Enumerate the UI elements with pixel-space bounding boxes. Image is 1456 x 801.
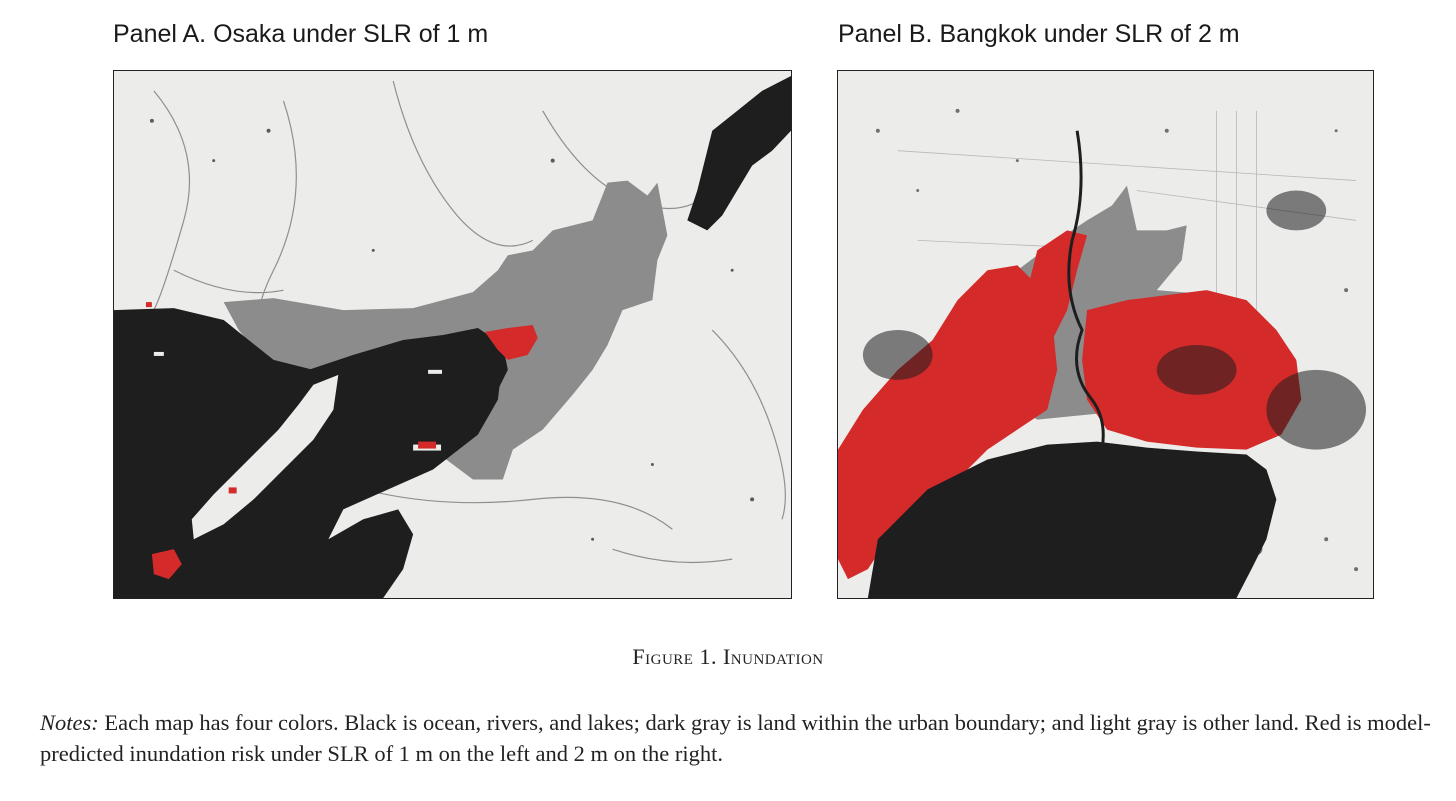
- panel-b-title: Panel B. Bangkok under SLR of 2 m: [838, 20, 1240, 48]
- bangkok-gulf-water: [867, 441, 1277, 598]
- osaka-map: [113, 70, 792, 599]
- notes-lead: Notes:: [40, 710, 99, 735]
- bangkok-inundation-west: [838, 265, 1058, 580]
- osaka-lake: [687, 75, 791, 231]
- bangkok-map-canvas: [838, 71, 1373, 598]
- osaka-inundation: [145, 302, 538, 580]
- osaka-urban-area: [223, 180, 668, 480]
- bangkok-map: [837, 70, 1374, 599]
- bangkok-river: [1067, 130, 1105, 450]
- figure-notes: Notes: Each map has four colors. Black i…: [40, 707, 1450, 769]
- osaka-scatter: [149, 118, 755, 541]
- osaka-map-canvas: [114, 71, 791, 598]
- bangkok-inundation-center: [1027, 230, 1088, 350]
- bangkok-dense-urban: [862, 190, 1367, 450]
- notes-text: Each map has four colors. Black is ocean…: [40, 710, 1431, 766]
- osaka-island: [191, 374, 339, 540]
- osaka-upper-bay: [308, 328, 508, 490]
- osaka-rivers: [153, 80, 786, 564]
- bangkok-scatter: [875, 108, 1359, 572]
- figure-caption: Figure 1. Inundation: [632, 644, 824, 669]
- panel-a-title: Panel A. Osaka under SLR of 1 m: [113, 20, 489, 48]
